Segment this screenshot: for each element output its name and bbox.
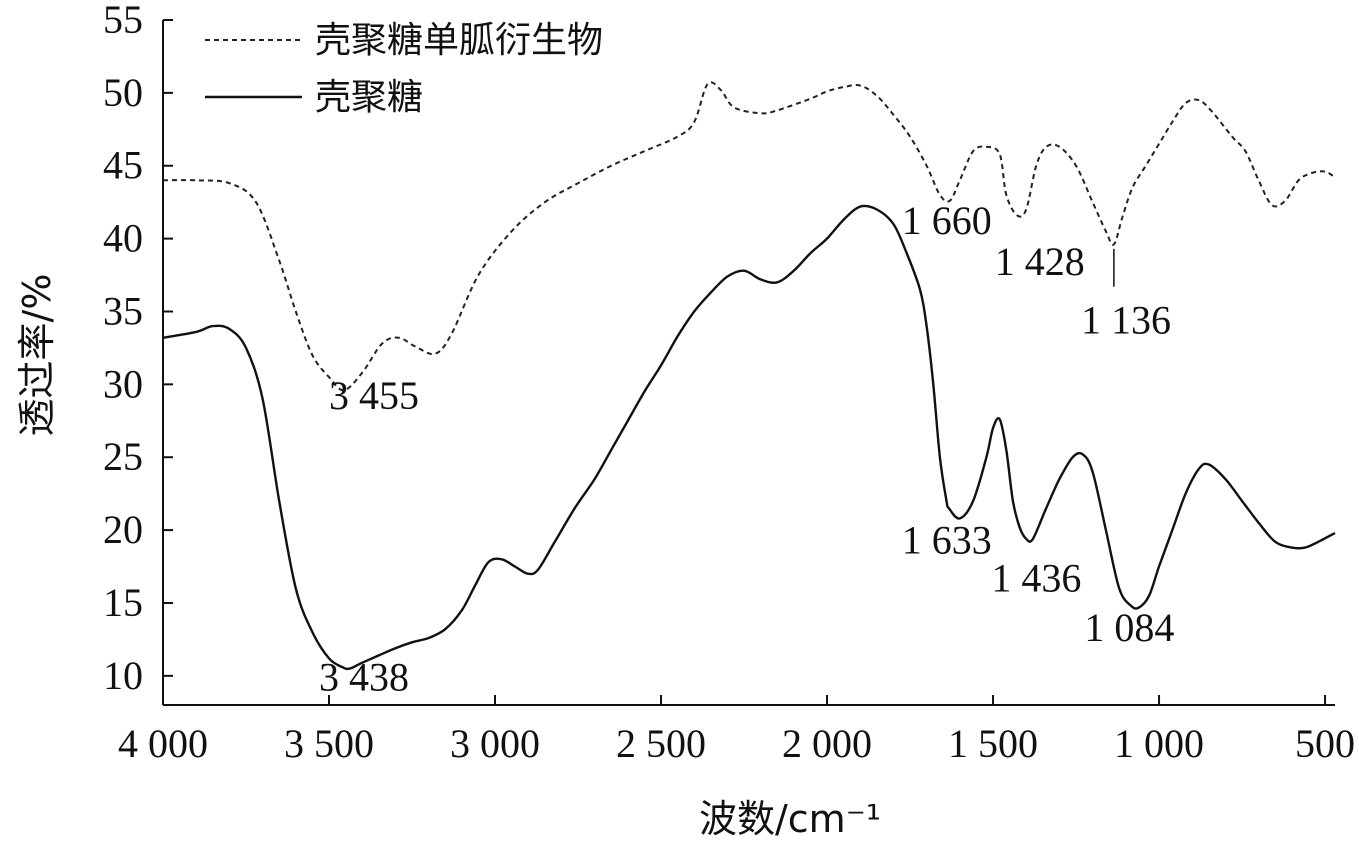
legend-label: 壳聚糖单胍衍生物: [315, 20, 603, 61]
x-tick-label: 1 000: [1114, 721, 1204, 766]
peak-label: 3 438: [319, 654, 409, 699]
legend-label: 壳聚糖: [315, 77, 423, 118]
y-tick-label: 45: [103, 143, 143, 188]
x-tick-label: 1 500: [948, 721, 1038, 766]
peak-label: 1 084: [1084, 605, 1174, 650]
y-axis-ticks: 10 15 20 25 30 35 40 45 50 55: [103, 0, 173, 698]
peak-label: 1 436: [991, 555, 1081, 600]
y-tick-label: 50: [103, 70, 143, 115]
y-tick-label: 35: [103, 288, 143, 333]
x-tick-label: 3 000: [450, 721, 540, 766]
x-tick-label: 3 500: [284, 721, 374, 766]
y-tick-label: 10: [103, 653, 143, 698]
series-lines: [162, 81, 1336, 671]
x-tick-label: 500: [1295, 721, 1355, 766]
y-tick-label: 30: [103, 361, 143, 406]
x-axis-ticks: 4 000 3 500 3 000 2 500 2 000 1 500 1 000 500: [118, 695, 1355, 766]
y-tick-label: 40: [103, 216, 143, 261]
peak-label: 1 428: [995, 239, 1085, 284]
y-tick-label: 55: [103, 0, 143, 42]
peak-label: 1 633: [902, 517, 992, 562]
x-axis-title: 波数/cm⁻¹: [699, 797, 881, 841]
series-line-chitosan: [162, 204, 1336, 671]
axes: [162, 20, 1335, 706]
x-tick-label: 4 000: [118, 721, 208, 766]
y-tick-label: 20: [103, 507, 143, 552]
peak-label: 1 136: [1081, 297, 1171, 342]
y-tick-label: 25: [103, 434, 143, 479]
peak-label: 1 660: [902, 198, 992, 243]
x-tick-label: 2 500: [616, 721, 706, 766]
y-tick-label: 15: [103, 580, 143, 625]
series-line-derivative: [162, 81, 1336, 392]
y-axis-title: 透过率/%: [15, 274, 59, 437]
x-tick-label: 2 000: [782, 721, 872, 766]
peak-label: 3 455: [329, 373, 419, 418]
